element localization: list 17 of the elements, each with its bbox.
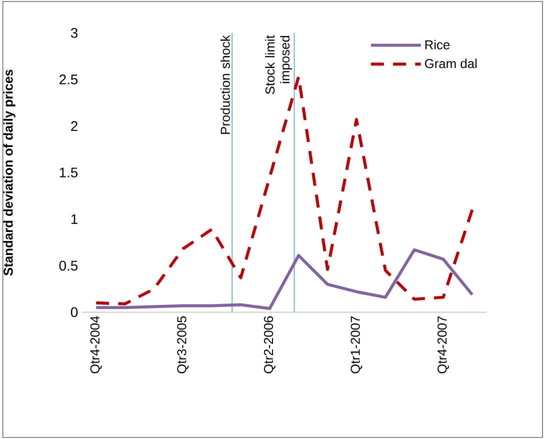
y-tick-label: 0 [70, 307, 78, 318]
y-tick-label: 1.5 [60, 168, 78, 178]
y-tick-label: 0.5 [59, 260, 78, 271]
y-tick-label: 2.5 [59, 74, 78, 84]
y-axis-title: Standard deviation of daily prices [3, 70, 16, 276]
y-tick-label: 2 [71, 121, 78, 131]
y-tick-label: 1 [71, 214, 78, 224]
annotation: Stock limit imposed [265, 35, 292, 94]
y-tick-label: 3 [70, 28, 78, 38]
x-tick-label: Qtr1-2007 [350, 316, 362, 374]
x-tick-label: Qtr4-2004 [90, 316, 102, 374]
x-tick-label: Qtr3-2005 [177, 316, 189, 374]
legend-label: Rice [425, 40, 450, 50]
legend-label: Gram dal [424, 58, 477, 68]
x-tick-label: Qtr4-2007 [438, 316, 449, 374]
annotation: Production shock [220, 35, 230, 134]
x-tick-label: Qtr2-2006 [264, 316, 276, 374]
